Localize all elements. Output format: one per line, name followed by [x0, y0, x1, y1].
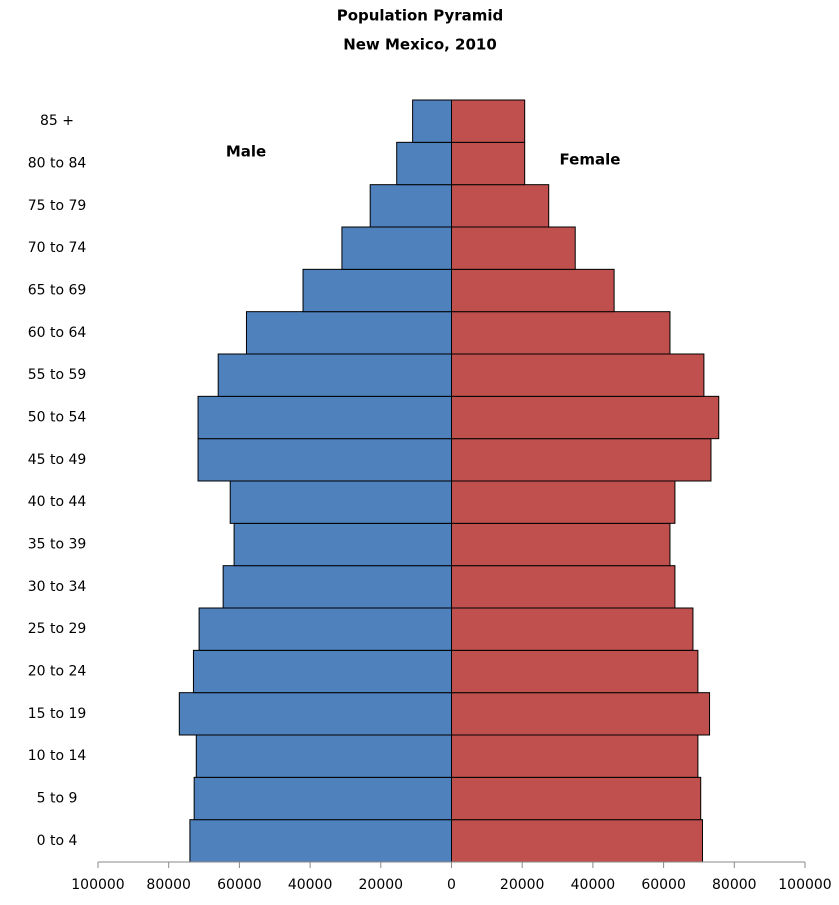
bar [451, 480, 676, 524]
y-tick-label: 50 to 54 [28, 410, 87, 426]
bar [369, 184, 453, 228]
y-tick-label: 25 to 29 [28, 621, 87, 637]
bar [192, 649, 452, 694]
y-tick-label: 0 to 4 [37, 833, 78, 849]
bar [197, 395, 452, 440]
bar [396, 141, 452, 186]
bar [189, 819, 452, 863]
x-tick-label: 60000 [641, 877, 686, 893]
bar [451, 734, 699, 778]
x-tick-label: 80000 [712, 877, 757, 893]
bar [451, 99, 526, 143]
x-tick-label: 100000 [71, 877, 124, 893]
bar [302, 268, 452, 313]
y-tick-label: 20 to 24 [28, 664, 87, 680]
bar [451, 141, 526, 186]
bar [195, 734, 452, 778]
bar [412, 99, 452, 143]
annotation: Female [560, 151, 621, 169]
bar [451, 184, 550, 228]
bar [222, 565, 452, 609]
x-tick-label: 40000 [288, 877, 333, 893]
bar [451, 607, 694, 651]
x-tick-label: 100000 [778, 877, 831, 893]
bar [178, 692, 452, 736]
y-tick-label: 35 to 39 [28, 537, 87, 553]
y-tick-label: 30 to 34 [28, 579, 87, 595]
y-tick-label: 55 to 59 [28, 367, 87, 383]
chart-subtitle: New Mexico, 2010 [343, 36, 497, 54]
annotation: Male [226, 143, 266, 161]
bar [198, 607, 452, 651]
bar [451, 692, 711, 736]
bar [451, 649, 699, 694]
bar [451, 438, 712, 482]
bar [451, 395, 720, 440]
y-tick-label: 65 to 69 [28, 283, 87, 299]
bar [451, 226, 576, 270]
x-tick-label: 0 [447, 877, 456, 893]
x-tick-label: 20000 [500, 877, 545, 893]
x-tick-label: 80000 [146, 877, 191, 893]
bar [341, 226, 453, 270]
bar [193, 776, 452, 821]
x-tick-label: 20000 [359, 877, 404, 893]
y-tick-label: 10 to 14 [28, 748, 87, 764]
y-tick-label: 70 to 74 [28, 240, 87, 256]
bar [217, 353, 452, 397]
bar [451, 353, 705, 397]
bar [197, 438, 452, 482]
bar [451, 819, 703, 863]
x-tick-label: 60000 [217, 877, 262, 893]
y-tick-label: 60 to 64 [28, 325, 87, 341]
bar [233, 522, 452, 567]
bar [451, 522, 671, 567]
y-tick-label: 45 to 49 [28, 452, 87, 468]
x-tick-label: 40000 [571, 877, 616, 893]
bar [229, 480, 452, 524]
chart-title: Population Pyramid [337, 7, 504, 25]
y-tick-label: 40 to 44 [28, 494, 87, 510]
y-tick-label: 5 to 9 [37, 791, 78, 807]
y-tick-label: 80 to 84 [28, 156, 87, 172]
bar [245, 311, 452, 355]
y-tick-label: 15 to 19 [28, 706, 87, 722]
bar [451, 311, 671, 355]
bar [451, 268, 615, 313]
bar [451, 776, 702, 821]
y-tick-label: 85 + [40, 113, 74, 129]
bar [451, 565, 676, 609]
y-tick-label: 75 to 79 [28, 198, 87, 214]
